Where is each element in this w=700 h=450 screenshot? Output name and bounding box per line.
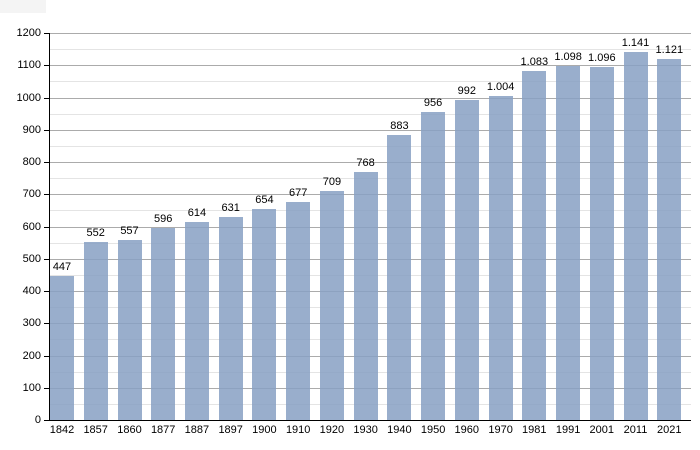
y-tick [44, 162, 49, 163]
x-tick-label: 1900 [252, 424, 277, 436]
bar-1930 [353, 172, 378, 420]
bar-value-label: 1.098 [554, 50, 582, 63]
x-tick-label: 1940 [387, 424, 412, 436]
bar-1860 [117, 240, 142, 420]
bar-value-label: 654 [255, 194, 274, 207]
bar-value-label: 614 [187, 207, 207, 219]
y-tick [44, 65, 49, 66]
bar-1991 [556, 65, 581, 420]
bar-value-label: 1.121 [655, 43, 684, 56]
bar-value-label: 631 [221, 201, 240, 214]
y-tick [44, 227, 49, 228]
y-tick [44, 259, 49, 260]
bar-value-label: 1.096 [588, 51, 616, 64]
bar-value-label: 992 [457, 85, 476, 98]
y-tick [44, 388, 49, 389]
y-tick-label: 700 [22, 188, 41, 200]
bar-1970 [488, 96, 513, 420]
y-tick-label: 1100 [17, 59, 41, 71]
y-tick-label: 500 [22, 253, 41, 265]
y-tick-label: 400 [22, 285, 41, 297]
y-tick [44, 291, 49, 292]
y-tick [44, 98, 49, 99]
corner-artifact [0, 0, 46, 13]
x-tick-label: 1897 [218, 424, 243, 436]
bar-1887 [184, 222, 209, 420]
bar-value-label: 557 [120, 225, 139, 238]
y-tick [44, 420, 49, 421]
x-axis-line [49, 420, 691, 421]
bar-1940 [387, 135, 412, 420]
bar-2021 [657, 58, 682, 420]
minor-gridline [50, 81, 691, 82]
x-tick-label: 1970 [488, 424, 513, 436]
x-tick-label: 2021 [657, 424, 682, 436]
bar-1900 [252, 209, 277, 420]
bar-1897 [218, 216, 243, 420]
y-tick [44, 130, 49, 131]
x-tick-label: 1960 [454, 424, 480, 436]
y-tick-label: 600 [22, 221, 41, 233]
y-tick [44, 33, 49, 34]
bar-value-label: 709 [322, 176, 342, 189]
bar-value-label: 552 [86, 227, 105, 239]
bar-value-label: 956 [423, 96, 443, 109]
x-tick-label: 1860 [117, 424, 142, 436]
bar-value-label: 1.141 [621, 37, 650, 49]
minor-gridline [50, 49, 691, 50]
major-gridline [50, 33, 691, 34]
bar-value-label: 596 [154, 212, 173, 225]
bar-1960 [454, 100, 479, 420]
major-gridline [50, 65, 691, 66]
minor-gridline [50, 146, 691, 147]
major-gridline [50, 130, 691, 131]
bar-value-label: 1.004 [486, 81, 515, 94]
x-tick-label: 1842 [49, 424, 75, 436]
x-tick-label: 1930 [353, 424, 378, 436]
y-tick [44, 323, 49, 324]
x-tick-label: 2001 [589, 424, 615, 436]
bar-value-label: 883 [390, 120, 409, 133]
bar-value-label: 768 [356, 157, 375, 170]
x-tick-label: 1857 [83, 424, 108, 436]
bar-1910 [286, 201, 311, 420]
y-tick [44, 194, 49, 195]
y-tick [44, 356, 49, 357]
x-tick-label: 1887 [184, 424, 210, 436]
y-tick-label: 800 [22, 156, 41, 168]
x-tick-label: 2011 [623, 424, 648, 436]
y-axis-line [49, 33, 50, 421]
bar-1920 [319, 191, 344, 420]
x-tick-label: 1950 [420, 424, 446, 436]
x-tick-label: 1920 [319, 424, 345, 436]
bar-1877 [151, 227, 176, 420]
bar-1857 [83, 242, 108, 420]
major-gridline [50, 162, 691, 163]
bar-1950 [421, 111, 446, 420]
bar-1842 [50, 275, 74, 420]
bar-1981 [522, 70, 547, 420]
y-tick-label: 0 [34, 414, 41, 426]
bar-value-label: 677 [289, 186, 308, 199]
bar-2001 [589, 66, 614, 420]
x-tick-label: 1877 [150, 424, 176, 436]
minor-gridline [50, 114, 691, 115]
y-tick-label: 100 [22, 382, 41, 394]
bar-value-label: 447 [52, 260, 72, 273]
y-tick-label: 1200 [16, 27, 41, 39]
y-tick-label: 900 [22, 124, 41, 136]
y-tick-label: 300 [22, 317, 41, 329]
major-gridline [50, 98, 691, 99]
bar-value-label: 1.083 [520, 55, 549, 68]
bar-2011 [623, 52, 648, 420]
x-tick-label: 1981 [522, 424, 547, 436]
x-tick-label: 1910 [285, 424, 311, 436]
y-tick-label: 200 [22, 350, 41, 362]
x-tick-label: 1991 [555, 424, 581, 436]
y-tick-label: 1000 [16, 92, 41, 104]
